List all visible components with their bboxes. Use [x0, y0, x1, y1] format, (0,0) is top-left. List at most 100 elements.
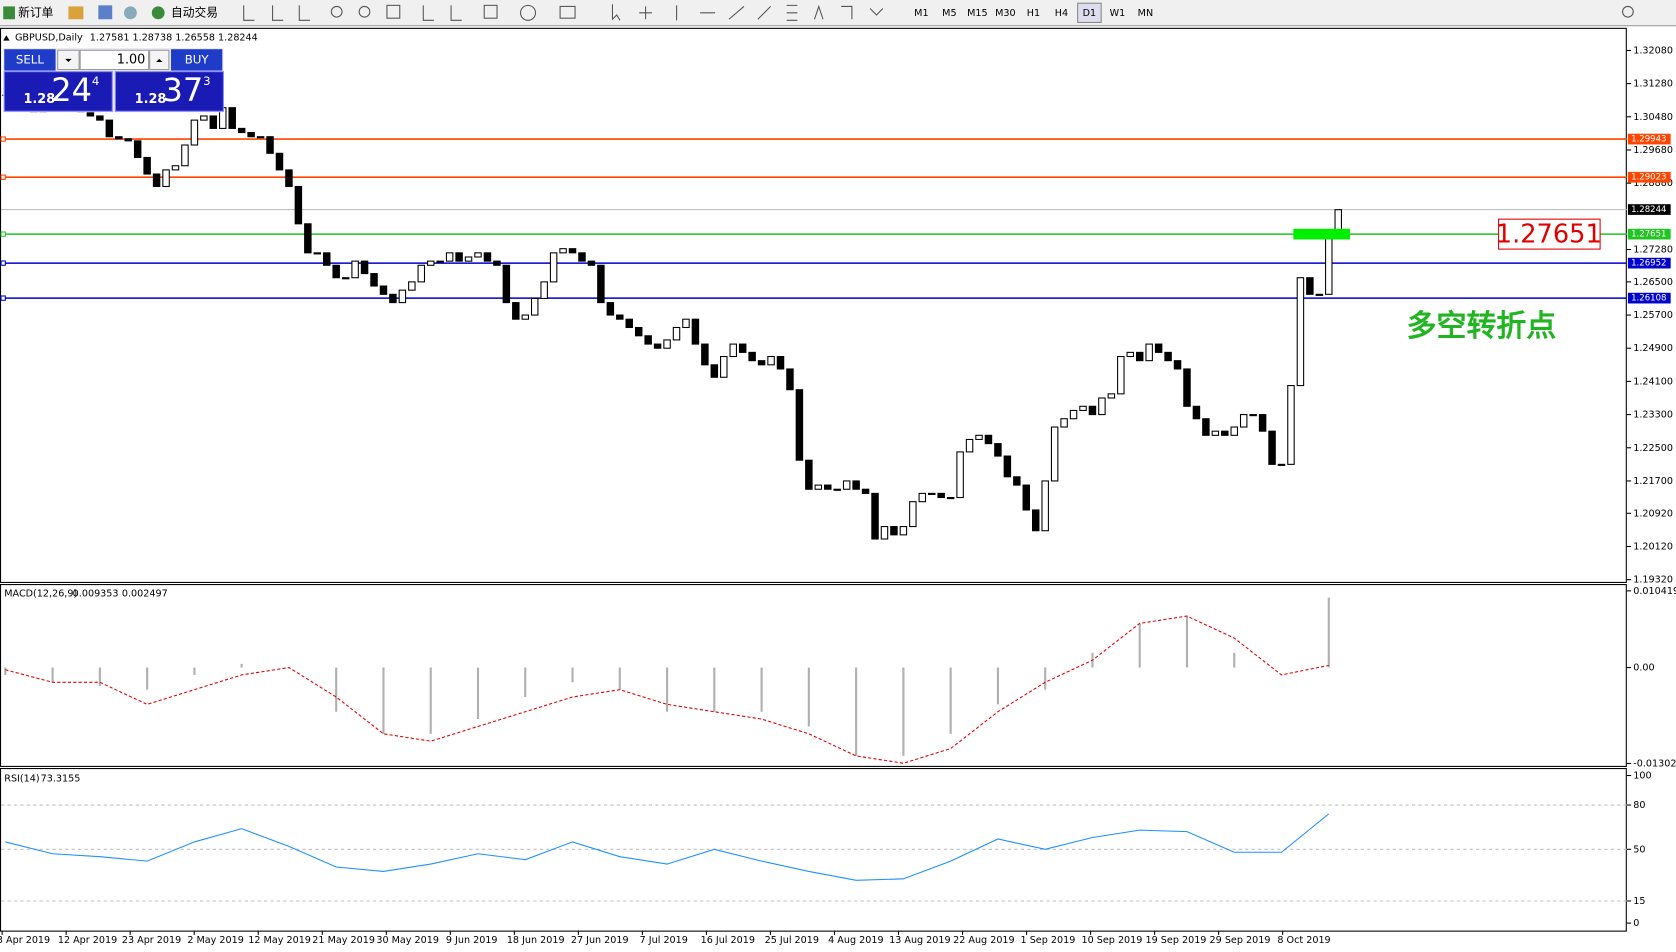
bid-big[interactable]: 1.28	[24, 92, 56, 107]
toolbar-icon[interactable]	[123, 6, 137, 20]
spin-arrow	[156, 58, 163, 63]
candle	[1013, 476, 1021, 486]
x-tick-label: 8 Oct 2019	[1277, 935, 1330, 946]
candle	[937, 492, 945, 499]
candle	[304, 223, 312, 254]
buy-label[interactable]: BUY	[185, 52, 210, 66]
timeframe[interactable]: D1	[1083, 8, 1097, 19]
timeframe[interactable]: M30	[995, 8, 1016, 19]
candle	[256, 136, 265, 139]
y-tick-label: 1.24900	[1633, 343, 1673, 354]
candle	[1079, 405, 1087, 411]
bid-main[interactable]: 24	[51, 71, 92, 109]
lots-value[interactable]: 1.00	[117, 52, 146, 67]
y-tick-label: 1.20120	[1633, 541, 1673, 552]
timeframe[interactable]: M5	[942, 8, 956, 19]
y-tick-label: 1.30480	[1633, 112, 1673, 123]
candle	[578, 252, 586, 262]
lots-input[interactable]	[79, 49, 150, 71]
toolbar-icon[interactable]	[68, 6, 84, 20]
candle	[445, 252, 454, 262]
level-price-box	[1627, 133, 1671, 145]
candle	[426, 260, 435, 266]
y-tick-label: 0	[1633, 918, 1639, 929]
bid-pip[interactable]: 4	[92, 74, 99, 88]
candle	[1287, 385, 1295, 465]
candle	[398, 289, 407, 304]
candle	[512, 302, 520, 320]
candle	[871, 492, 879, 540]
candle	[805, 459, 813, 490]
new-order[interactable]: 新订单	[18, 5, 53, 19]
y-tick-label: 0.010419	[1633, 586, 1676, 597]
candle	[455, 252, 463, 262]
buy-button[interactable]	[171, 49, 223, 71]
candle	[965, 438, 974, 453]
toolbar-tools[interactable]	[243, 4, 1634, 21]
candle	[86, 111, 95, 117]
timeframe[interactable]: H1	[1027, 8, 1040, 19]
candle	[1041, 480, 1049, 532]
symbol-title: GBPUSD,Daily	[15, 32, 83, 43]
toolbar-icon[interactable]	[98, 5, 113, 20]
level-price-box	[1627, 228, 1671, 240]
y-tick-label: 15	[1633, 896, 1645, 907]
candle	[540, 281, 548, 299]
timeframe[interactable]: M15	[967, 8, 988, 19]
sell-label[interactable]: SELL	[16, 52, 44, 66]
candle	[190, 119, 199, 146]
timeframe[interactable]: W1	[1110, 8, 1126, 19]
y-tick-label: 1.23300	[1633, 410, 1673, 421]
ask-box[interactable]	[114, 71, 224, 112]
candle	[247, 132, 255, 138]
candle	[928, 492, 936, 495]
candle	[1221, 430, 1229, 436]
trade-panel: SELL 1.00 BUY 1.28 24 4 1.28 37 3	[3, 48, 224, 113]
ask-main[interactable]: 37	[162, 71, 203, 109]
current-price: 1.28244	[1631, 205, 1666, 215]
candle	[1277, 463, 1286, 466]
candle	[1211, 430, 1220, 436]
candle	[1173, 360, 1182, 370]
ask-pip[interactable]: 3	[203, 74, 210, 88]
sell-button[interactable]	[4, 49, 56, 71]
candle	[209, 115, 218, 129]
y-tick-label: 1.19320	[1633, 575, 1673, 586]
candle	[852, 480, 860, 490]
candle	[464, 256, 473, 262]
candle	[1069, 409, 1078, 420]
candle	[521, 314, 530, 320]
collapse-arrow[interactable]	[3, 35, 10, 41]
candle	[1126, 351, 1135, 358]
y-tick-label: 1.32080	[1633, 45, 1673, 56]
candle	[795, 389, 804, 461]
candle	[1117, 355, 1125, 395]
candle	[1107, 393, 1116, 399]
candle	[294, 185, 303, 225]
ask-big[interactable]: 1.28	[135, 92, 167, 107]
candle	[313, 252, 322, 255]
annotation-text: 多空转折点	[1407, 309, 1557, 344]
level-handle	[0, 174, 6, 180]
x-tick-label: 12 Apr 2019	[58, 935, 117, 946]
timeframe[interactable]: H4	[1055, 8, 1068, 19]
candle	[341, 277, 350, 280]
candle	[1239, 414, 1248, 428]
timeframe[interactable]: MN	[1138, 8, 1153, 19]
bid-box[interactable]	[3, 71, 113, 112]
auto-trading-icon[interactable]	[151, 6, 165, 20]
candle	[909, 501, 917, 528]
candle	[370, 273, 378, 287]
candle	[389, 293, 397, 304]
candle	[1050, 426, 1059, 482]
candle	[786, 368, 794, 391]
candle	[842, 480, 851, 490]
auto-trading[interactable]: 自动交易	[171, 5, 218, 19]
y-tick-label: 1.24100	[1633, 376, 1673, 387]
new-order-icon[interactable]	[3, 6, 15, 20]
candle	[152, 173, 161, 188]
candle	[133, 140, 142, 158]
timeframe[interactable]: M1	[914, 8, 928, 19]
x-tick-label: 9 Jun 2019	[446, 935, 498, 946]
